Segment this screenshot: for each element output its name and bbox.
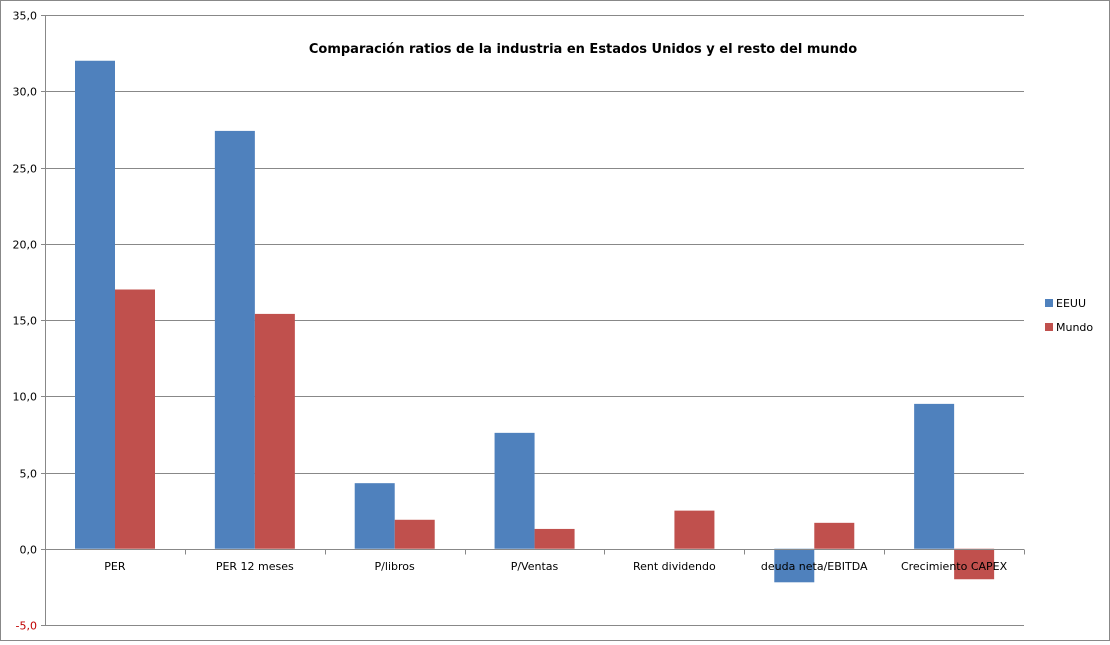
y-tick-label: 15,0 — [13, 315, 38, 328]
legend-swatch — [1045, 323, 1053, 331]
x-tick-label: P/libros — [375, 560, 415, 573]
chart-title: Comparación ratios de la industria en Es… — [309, 42, 857, 57]
x-tick-label: Rent dividendo — [633, 560, 716, 573]
x-tick-label: deuda neta/EBITDA — [761, 560, 868, 573]
y-tick-label: 0,0 — [20, 544, 38, 557]
bar-eeuu — [75, 60, 115, 549]
x-tick-label: P/Ventas — [511, 560, 559, 573]
y-tick-label: 30,0 — [13, 86, 38, 99]
x-tick-label: Crecimiento CAPEX — [901, 560, 1008, 573]
y-tick-label: 10,0 — [13, 391, 38, 404]
legend-label: EEUU — [1056, 297, 1086, 310]
bar-mundo — [674, 510, 715, 549]
y-tick-label: 20,0 — [13, 239, 38, 252]
bar-mundo — [254, 313, 295, 549]
x-tick-label: PER 12 meses — [216, 560, 294, 573]
bar-mundo — [814, 522, 855, 549]
bar-mundo — [534, 528, 575, 549]
bar-eeuu — [354, 483, 395, 549]
y-tick-label: -5,0 — [16, 620, 37, 633]
legend-label: Mundo — [1056, 321, 1093, 334]
y-tick-label: 35,0 — [13, 10, 38, 23]
bar-mundo — [115, 289, 155, 549]
legend-swatch — [1045, 299, 1053, 307]
bar-eeuu — [914, 403, 955, 549]
bar-eeuu — [774, 548, 815, 583]
bar-mundo — [954, 548, 995, 580]
bar-eeuu — [214, 130, 255, 549]
y-tick-label: 25,0 — [13, 163, 38, 176]
bar-eeuu — [494, 432, 535, 549]
bar-mundo — [394, 519, 435, 549]
y-tick-label: 5,0 — [20, 468, 38, 481]
x-tick-label: PER — [104, 560, 126, 573]
